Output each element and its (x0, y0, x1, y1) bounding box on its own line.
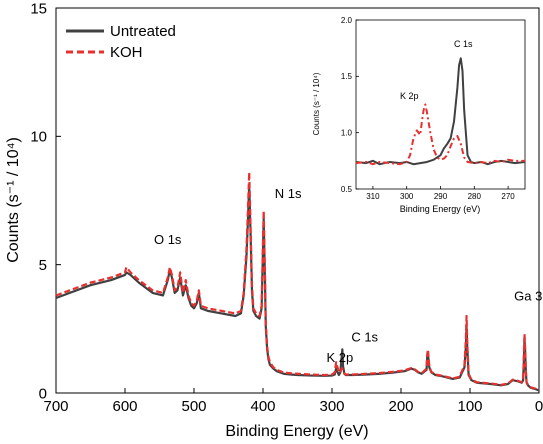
series-line-untreated (355, 57, 526, 166)
legend: Untreated KOH (66, 23, 176, 61)
y-tick-label: 0 (39, 385, 47, 402)
peak-annotation: N 1s (275, 186, 302, 201)
series-line-koh (55, 171, 540, 391)
y-tick-label: 10 (30, 129, 47, 146)
y-tick-label: 15 (30, 0, 47, 17)
peak-annotation: O 1s (154, 232, 182, 247)
main-plot-frame (55, 7, 540, 394)
inset-background (308, 19, 525, 189)
y-tick-label: 1.0 (341, 128, 353, 137)
x-tick-label: 0 (535, 398, 543, 415)
x-tick-label: 280 (468, 192, 482, 201)
x-tick-label: 300 (400, 192, 414, 201)
y-tick-label: 2.0 (341, 16, 353, 25)
inset-y-axis: 0.5 1.0 1.5 2.0 (341, 16, 359, 194)
inset-series-lines (355, 57, 526, 166)
x-tick-label: 100 (457, 398, 482, 415)
main-annotations: O 1s N 1s K 2p C 1s Ga 3d (154, 186, 543, 365)
inset-x-axis: 310 300 290 280 270 (366, 186, 515, 201)
series-line-koh (355, 103, 525, 166)
x-tick-label: 300 (319, 398, 344, 415)
x-tick-label: 270 (501, 192, 515, 201)
x-tick-label: 200 (388, 398, 413, 415)
peak-annotation: K 2p (326, 350, 353, 365)
y-tick-label: 5 (39, 257, 47, 274)
inset-x-axis-label: Binding Energy (eV) (400, 204, 481, 214)
legend-koh-label: KOH (110, 44, 143, 61)
main-series-lines (55, 171, 540, 392)
main-y-axis: 0 5 10 15 (30, 0, 61, 402)
x-tick-label: 290 (434, 192, 448, 201)
x-tick-label: 400 (250, 398, 275, 415)
x-tick-label: 600 (112, 398, 137, 415)
peak-annotation: C 1s (454, 39, 473, 49)
inset-annotations: K 2p C 1s (400, 39, 473, 101)
inset-y-axis-label: Counts (s⁻¹ / 10⁴) (312, 72, 321, 135)
inset-chart: 310 300 290 280 270 0.5 1.0 1.5 2.0 K 2p C 1s Bi… (308, 16, 526, 214)
main-y-axis-label: Counts (s⁻¹ / 10⁴) (5, 137, 22, 263)
y-tick-label: 0.5 (341, 185, 353, 194)
peak-annotation: C 1s (351, 330, 378, 345)
y-tick-label: 1.5 (341, 72, 353, 81)
series-line-untreated (55, 184, 540, 392)
x-tick-label: 310 (366, 192, 380, 201)
main-x-axis: 700 600 500 400 300 200 100 0 (43, 388, 543, 415)
x-tick-label: 500 (181, 398, 206, 415)
x-tick-label: 700 (43, 398, 68, 415)
main-x-axis-label: Binding Energy (eV) (225, 423, 368, 440)
peak-annotation: K 2p (400, 91, 419, 101)
legend-untreated-label: Untreated (110, 23, 176, 40)
peak-annotation: Ga 3d (514, 289, 543, 304)
main-chart: 700 600 500 400 300 200 100 0 0 5 10 15 O 1s N 1s K … (5, 0, 543, 440)
